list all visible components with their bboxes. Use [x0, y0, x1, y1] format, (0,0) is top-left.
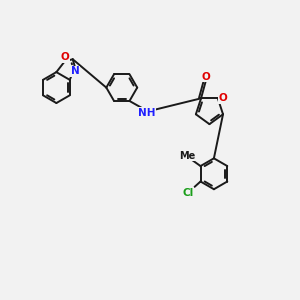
Text: O: O: [201, 72, 210, 82]
Text: N: N: [70, 66, 79, 76]
Text: O: O: [218, 93, 227, 103]
Text: Me: Me: [179, 151, 195, 160]
Text: O: O: [60, 52, 69, 62]
Text: NH: NH: [138, 108, 155, 118]
Text: Cl: Cl: [183, 188, 194, 198]
